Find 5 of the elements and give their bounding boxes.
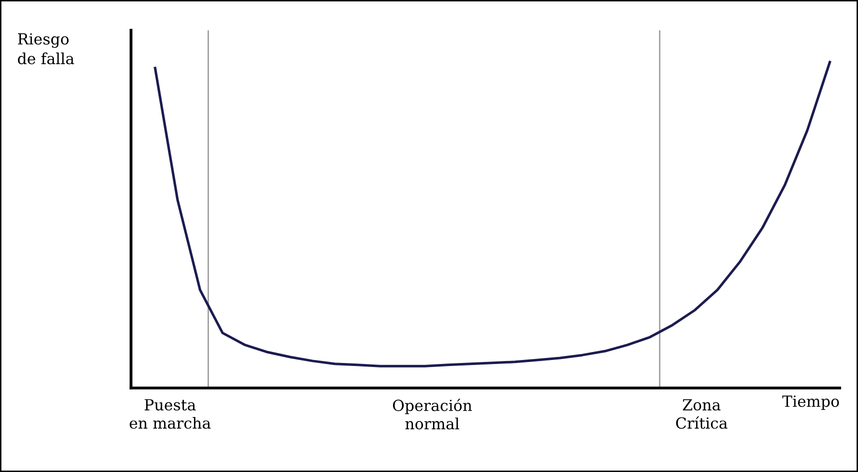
x-axis-title: Tiempo bbox=[782, 396, 839, 410]
text: Puesta en marcha bbox=[130, 399, 211, 429]
text: Zona Crítica bbox=[676, 399, 728, 429]
text: Operación normal bbox=[392, 398, 472, 430]
y-axis-title: Riesgo de falla bbox=[18, 33, 74, 64]
